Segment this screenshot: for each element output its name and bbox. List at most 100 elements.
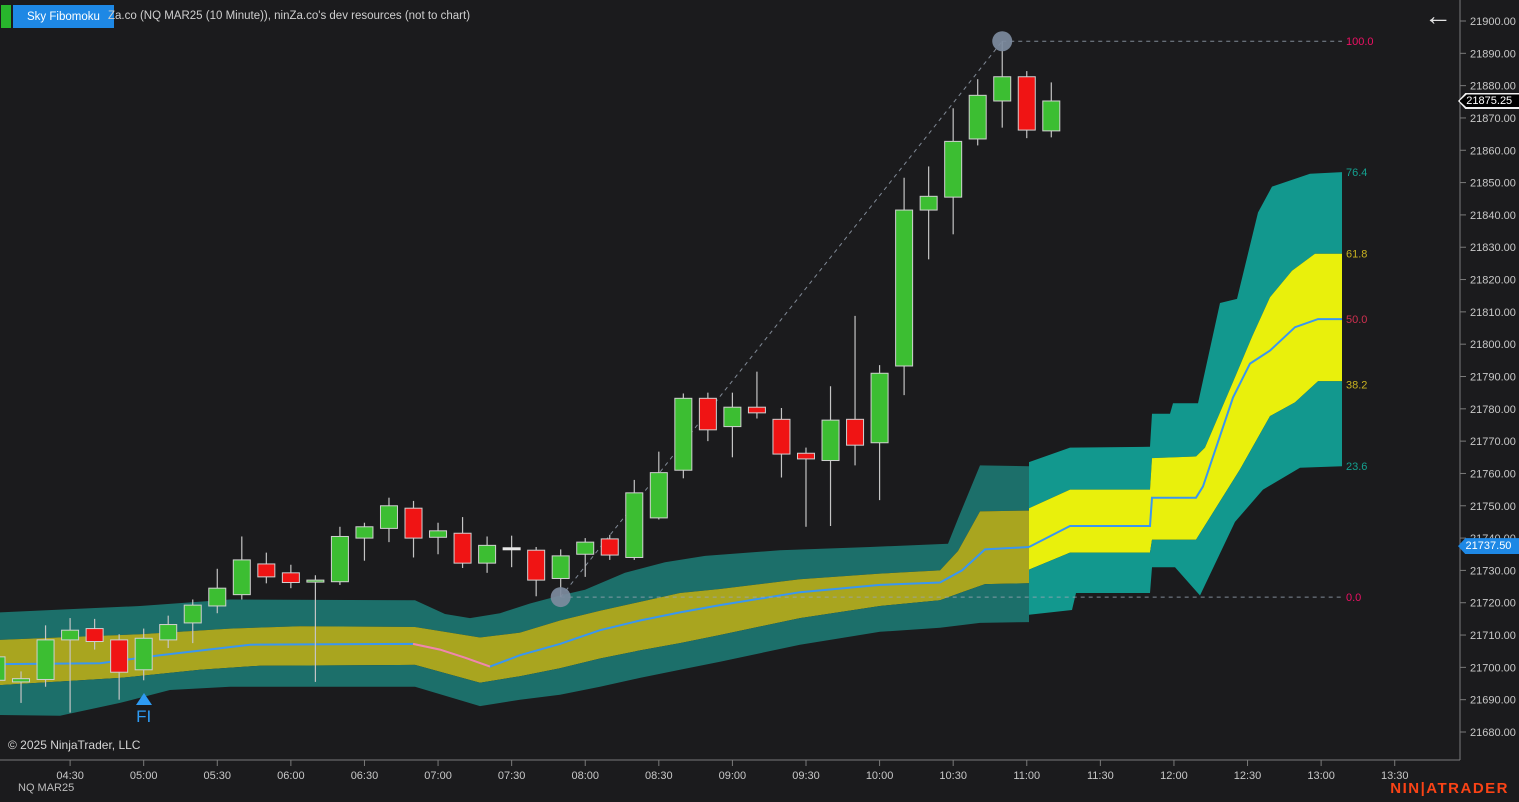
candle-body — [36, 639, 55, 680]
time-tick-label: 08:00 — [571, 770, 599, 782]
candle-04:40 — [85, 618, 104, 650]
candle-10:50 — [993, 41, 1012, 128]
price-axis[interactable]: 21900.00 21890.00 21880.00 21870.00 21860.00… — [1460, 16, 1516, 739]
candle-body — [478, 544, 497, 564]
time-tick-label: 12:00 — [1160, 770, 1188, 782]
price-tick-label: 21780.00 — [1470, 404, 1516, 416]
candle-body — [429, 530, 448, 538]
candle-06:40 — [379, 497, 398, 543]
time-tick-label: 12:30 — [1234, 770, 1262, 782]
candle-06:30 — [355, 522, 374, 561]
candle-body — [453, 532, 472, 564]
price-tick-label: 21850.00 — [1470, 178, 1516, 190]
candle-body — [0, 656, 6, 681]
candle-10:00 — [870, 365, 889, 501]
candle-body — [183, 604, 202, 624]
price-tick-label: 21840.00 — [1470, 210, 1516, 222]
time-tick-label: 10:00 — [866, 770, 894, 782]
fib-label-50.0: 50.0 — [1346, 314, 1367, 326]
candle-09:10 — [747, 371, 766, 419]
fib-label-0.0: 0.0 — [1346, 592, 1361, 604]
price-tick-label: 21770.00 — [1470, 436, 1516, 448]
candle-09:50 — [846, 315, 865, 466]
candle-body — [576, 541, 595, 555]
chart-title: Za.co (NQ MAR25 (10 Minute)), ninZa.co's… — [108, 10, 471, 22]
time-tick-label: 07:30 — [498, 770, 526, 782]
candle-04:20 — [36, 625, 55, 687]
price-tick-label: 21820.00 — [1470, 275, 1516, 287]
candle-07:20 — [478, 536, 497, 573]
candle-body — [747, 406, 766, 414]
price-tick-label: 21700.00 — [1470, 662, 1516, 674]
price-tick-label: 21800.00 — [1470, 339, 1516, 351]
price-tick-label: 21750.00 — [1470, 501, 1516, 513]
back-arrow-icon[interactable]: ← — [1424, 0, 1452, 31]
fi-annotation: FI — [124, 693, 164, 727]
candle-body — [968, 94, 987, 140]
candle-body — [551, 555, 570, 579]
candle-08:40 — [674, 393, 693, 479]
candle-09:00 — [723, 392, 742, 458]
price-tick-label: 21810.00 — [1470, 307, 1516, 319]
instrument-label: NQ MAR25 — [18, 782, 75, 794]
candle-body — [625, 492, 644, 558]
time-tick-label: 09:00 — [719, 770, 747, 782]
price-tick-label: 21720.00 — [1470, 598, 1516, 610]
indicator-color-badge — [1, 5, 11, 28]
fib-midline-proj — [1028, 318, 1342, 548]
candle-08:10 — [600, 534, 619, 560]
fi-label: FI — [136, 707, 152, 726]
sky-fibomoku-button[interactable]: Sky Fibomoku — [13, 5, 114, 28]
time-axis[interactable]: 04:30 05:00 05:30 06:00 06:30 07:00 07:30 08:00… — [56, 760, 1408, 782]
candle-05:10 — [159, 615, 178, 648]
fib-high-anchor[interactable] — [992, 31, 1013, 52]
fib-label-38.2: 38.2 — [1346, 380, 1367, 392]
candle-body — [821, 419, 840, 462]
candle-body — [281, 572, 300, 584]
candle-07:10 — [453, 517, 472, 568]
candle-11:00 — [1017, 71, 1036, 139]
candle-body — [12, 678, 31, 683]
candle-11:10 — [1042, 82, 1061, 138]
fib-anchor-trendline — [560, 40, 1003, 598]
candle-body — [330, 535, 349, 583]
cloud-lower-band-hist — [0, 583, 1029, 716]
candle-body — [355, 526, 374, 539]
candle-body — [306, 579, 325, 583]
candle-body — [404, 507, 423, 539]
fib-low-anchor[interactable] — [550, 587, 571, 608]
candle-body — [208, 587, 227, 607]
candle-10:30 — [944, 108, 963, 235]
time-tick-label: 13:30 — [1381, 770, 1409, 782]
candle-body — [919, 195, 938, 211]
candle-10:40 — [968, 79, 987, 146]
cloud-yellow-band-proj — [1029, 253, 1342, 570]
candle-05:30 — [208, 568, 227, 614]
candle-04:00 — [0, 656, 6, 681]
price-tick-label: 21680.00 — [1470, 727, 1516, 739]
price-tick-label: 21890.00 — [1470, 48, 1516, 60]
candle-body — [796, 452, 815, 460]
candle-06:10 — [306, 575, 325, 682]
indicator-price-value: 21737.50 — [1465, 540, 1512, 553]
candle-body — [674, 397, 693, 471]
fib-label-100.0: 100.0 — [1346, 36, 1374, 48]
candle-body — [723, 406, 742, 428]
candle-04:50 — [110, 634, 129, 700]
candle-07:00 — [429, 522, 448, 555]
candle-body — [1042, 100, 1061, 132]
candle-body — [61, 629, 80, 641]
candle-07:40 — [527, 546, 546, 597]
candle-body — [772, 418, 791, 455]
candle-10:20 — [919, 166, 938, 260]
time-tick-label: 11:30 — [1087, 770, 1114, 782]
candle-08:00 — [576, 538, 595, 577]
candle-body — [110, 639, 129, 673]
candle-body — [649, 472, 668, 519]
candle-body — [159, 624, 178, 641]
time-tick-label: 04:30 — [56, 770, 84, 782]
candle-06:00 — [281, 564, 300, 589]
price-tick-label: 21760.00 — [1470, 468, 1516, 480]
candle-04:10 — [12, 671, 31, 703]
